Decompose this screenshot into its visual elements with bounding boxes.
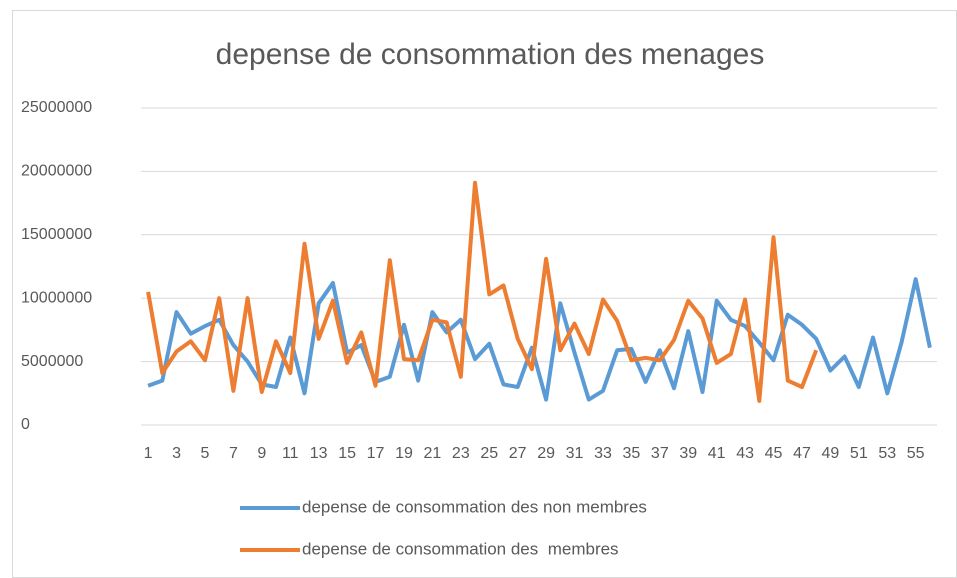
legend-label: depense de consommation des membres [302,539,619,558]
x-tick-label: 23 [452,445,470,462]
x-tick-label: 39 [679,445,697,462]
x-tick-label: 37 [651,445,669,462]
series-line [147,277,932,402]
chart-border [12,10,957,578]
y-tick-label: 5000000 [21,353,83,370]
x-tick-label: 3 [172,445,181,462]
x-tick-label: 27 [509,445,527,462]
x-tick-label: 33 [594,445,612,462]
x-tick-label: 15 [338,445,356,462]
series-line [146,180,819,403]
legend-label: depense de consommation des non membres [302,497,647,516]
x-tick-label: 31 [566,445,584,462]
x-tick-label: 25 [480,445,498,462]
x-tick-label: 19 [395,445,413,462]
x-tick-label: 49 [821,445,839,462]
x-tick-label: 17 [367,445,385,462]
y-tick-label: 25000000 [21,99,92,116]
x-tick-label: 13 [310,445,328,462]
x-tick-label: 35 [622,445,640,462]
x-tick-label: 43 [736,445,754,462]
y-tick-label: 10000000 [21,289,92,306]
y-tick-label: 0 [21,416,30,433]
x-tick-label: 29 [537,445,555,462]
x-tick-label: 47 [793,445,811,462]
x-tick-label: 21 [423,445,441,462]
x-tick-label: 41 [708,445,726,462]
chart-title: depense de consommation des menages [216,38,765,71]
x-tick-label: 11 [282,445,299,462]
y-tick-label: 20000000 [21,163,92,180]
x-tick-label: 1 [144,445,153,462]
x-tick-label: 9 [257,445,266,462]
x-tick-label: 5 [201,445,210,462]
x-tick-label: 55 [907,445,925,462]
x-tick-label: 7 [229,445,238,462]
x-tick-label: 45 [765,445,783,462]
x-tick-label: 53 [878,445,896,462]
x-tick-label: 51 [850,445,868,462]
y-tick-label: 15000000 [21,226,92,243]
